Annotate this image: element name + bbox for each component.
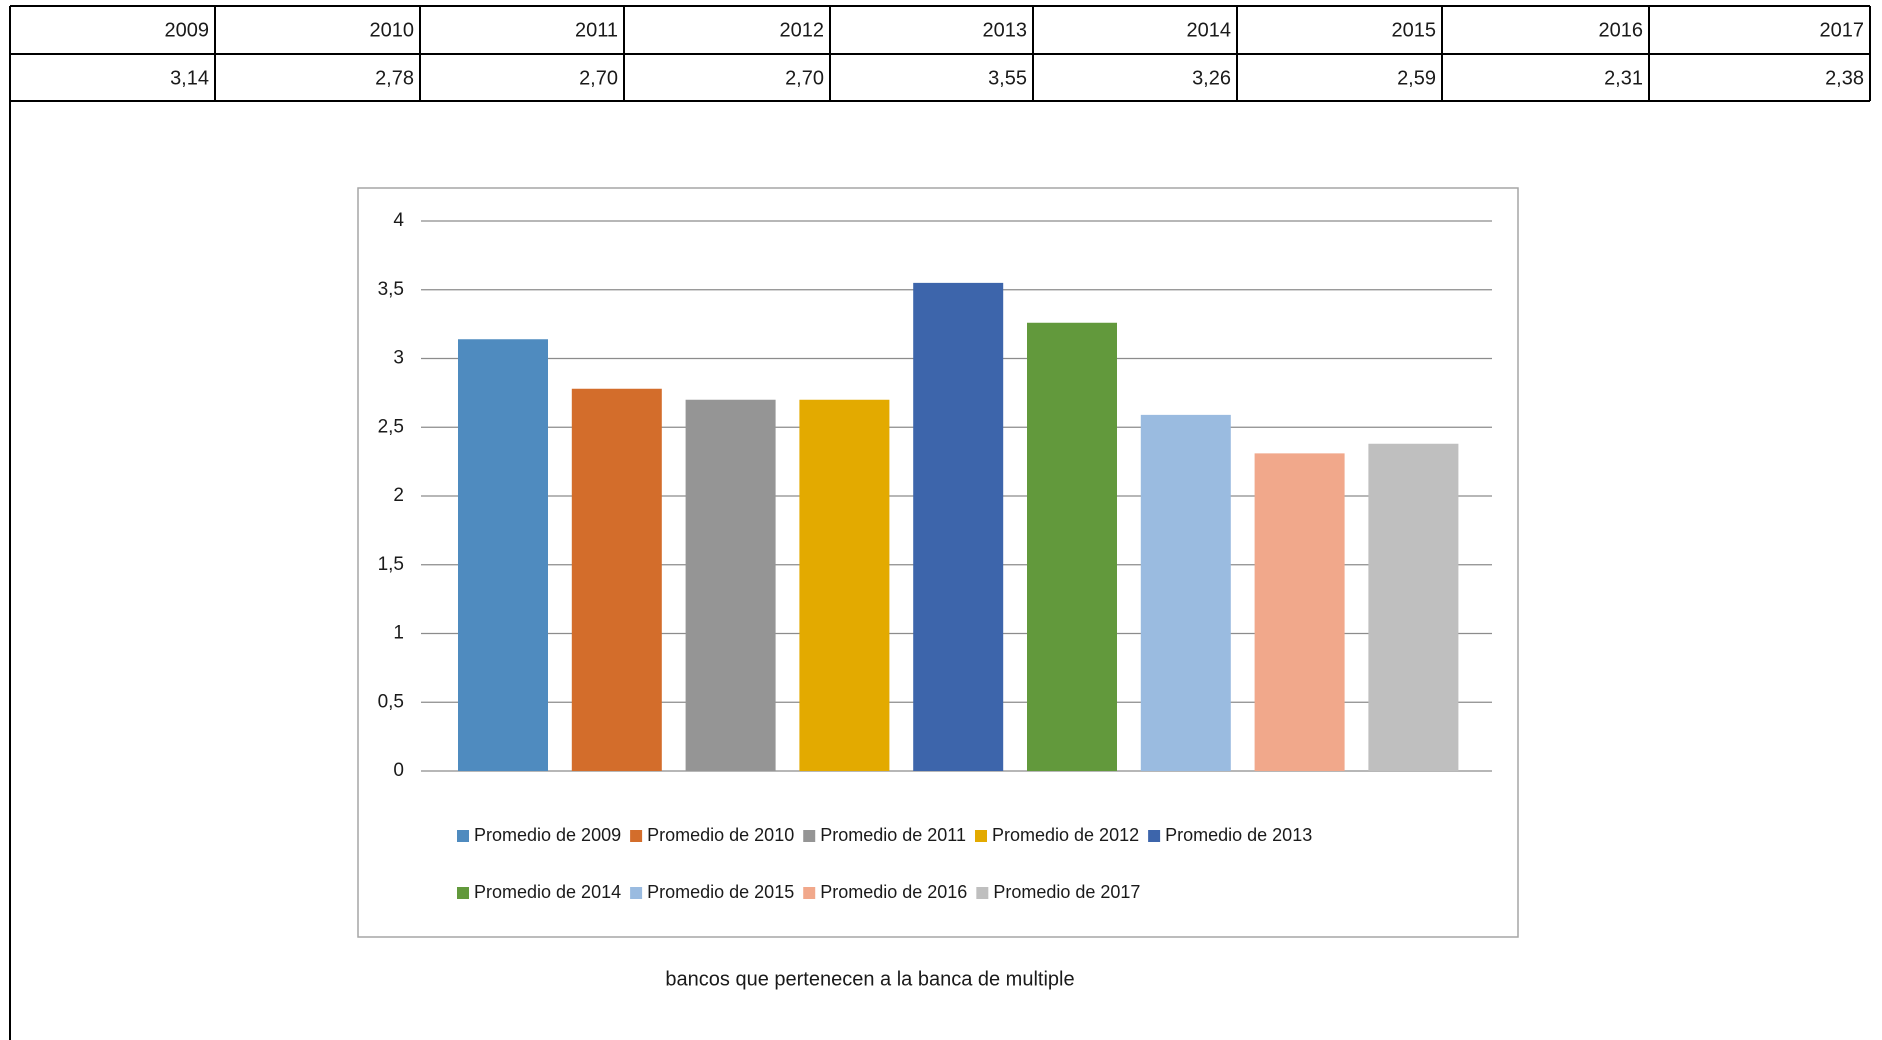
legend-label: Promedio de 2009 [474, 825, 621, 845]
y-tick-label: 1 [393, 623, 404, 644]
legend-swatch [976, 887, 989, 899]
table-cell: 2,78 [375, 67, 414, 89]
bar [1254, 453, 1345, 771]
y-tick-label: 3 [393, 348, 404, 369]
y-tick-label: 0,5 [378, 691, 404, 712]
y-tick-label: 3,5 [378, 279, 404, 300]
legend-swatch [457, 830, 469, 842]
y-tick-label: 2 [393, 485, 404, 506]
table-header-cell: 2016 [1599, 19, 1644, 41]
legend-swatch [803, 830, 816, 842]
legend-label: Promedio de 2011 [820, 825, 966, 845]
bar [458, 339, 548, 771]
bar [1140, 414, 1231, 771]
legend-swatch [457, 887, 469, 899]
legend-label: Promedio de 2016 [820, 882, 967, 902]
table-cell: 2,31 [1604, 67, 1643, 89]
bar [913, 282, 1004, 771]
y-tick-label: 4 [393, 210, 404, 231]
legend-swatch [975, 830, 987, 842]
bar [799, 399, 890, 771]
table-cell: 3,14 [170, 67, 209, 89]
table-header-cell: 2014 [1187, 19, 1232, 41]
table-cell: 3,26 [1192, 67, 1231, 89]
legend-label: Promedio de 2014 [474, 882, 621, 902]
table-header-cell: 2009 [165, 19, 210, 41]
table-header-cell: 2012 [780, 19, 825, 41]
table-cell: 2,59 [1397, 67, 1436, 89]
legend-label: Promedio de 2010 [647, 825, 794, 845]
legend-swatch [630, 887, 643, 899]
legend-swatch [803, 887, 816, 899]
table-header-cell: 2015 [1392, 19, 1437, 41]
y-tick-label: 0 [393, 760, 404, 781]
y-tick-label: 1,5 [378, 554, 404, 575]
legend-label: Promedio de 2013 [1165, 825, 1312, 845]
legend-label: Promedio de 2017 [993, 882, 1140, 902]
bar [685, 399, 776, 771]
table-header-cell: 2011 [575, 19, 618, 41]
table-cell: 2,70 [785, 67, 824, 89]
table-cell: 3,55 [988, 67, 1027, 89]
legend-label: Promedio de 2012 [992, 825, 1139, 845]
bar [571, 388, 662, 771]
table-header-cell: 2013 [983, 19, 1028, 41]
table-header-cell: 2010 [370, 19, 415, 41]
table-cell: 2,70 [579, 67, 618, 89]
table-cell: 2,38 [1825, 67, 1864, 89]
caption: bancos que pertenecen a la banca de mult… [665, 968, 1074, 990]
legend-swatch [1148, 830, 1161, 842]
legend-label: Promedio de 2015 [647, 882, 794, 902]
y-tick-label: 2,5 [378, 416, 404, 437]
legend-swatch [630, 830, 643, 842]
table-header-cell: 2017 [1820, 19, 1865, 41]
bar [1027, 322, 1117, 771]
bar [1368, 443, 1459, 771]
